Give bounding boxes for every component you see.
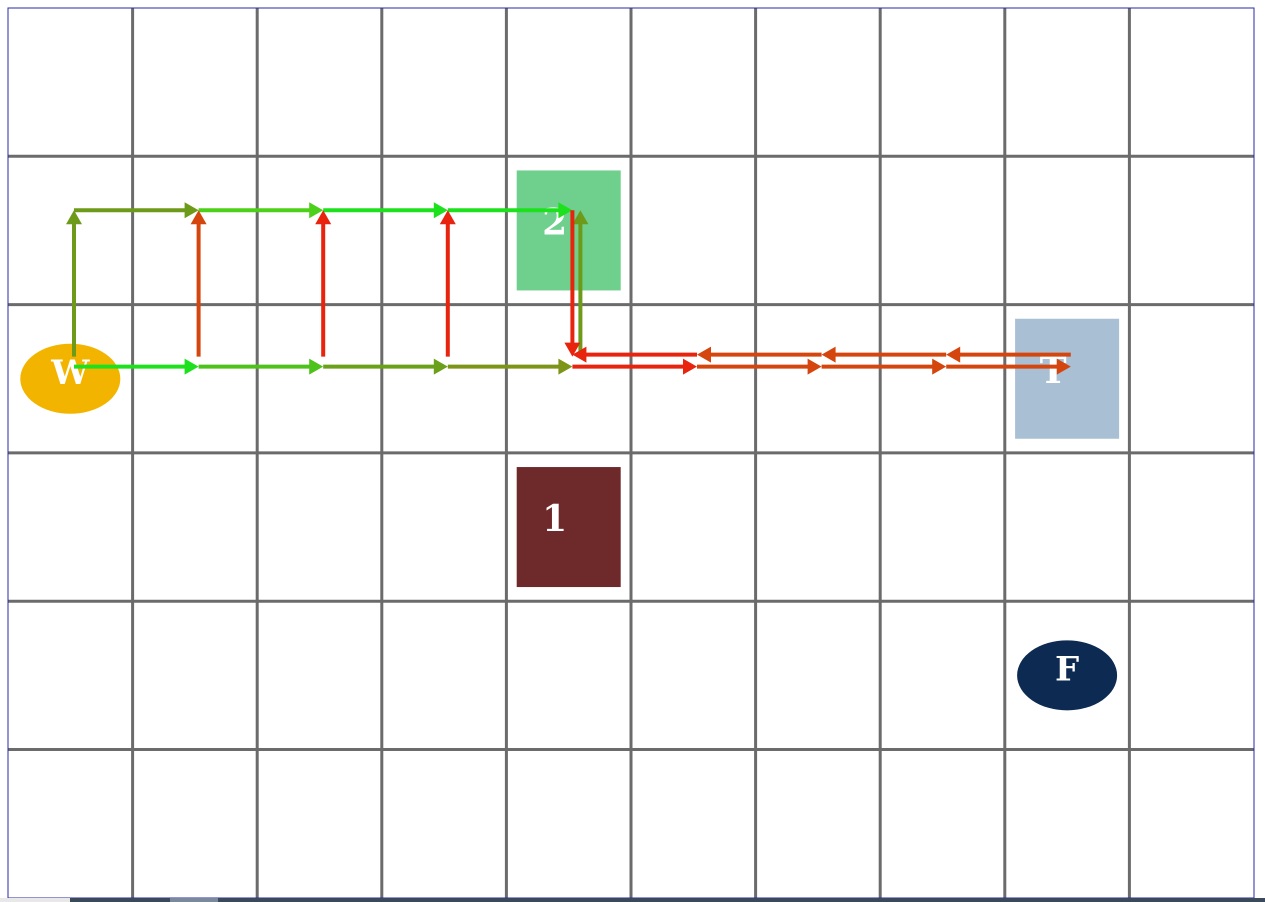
arrow-head bbox=[821, 346, 836, 363]
arrow-head bbox=[572, 210, 589, 225]
arrow-head bbox=[697, 346, 711, 363]
arrow-head bbox=[932, 358, 947, 375]
arrow bbox=[323, 202, 448, 219]
arrow bbox=[946, 346, 1071, 363]
node-F-label: F bbox=[1055, 649, 1079, 689]
arrow-head bbox=[309, 358, 324, 375]
node-F: F bbox=[1017, 640, 1118, 711]
arrow bbox=[315, 210, 332, 357]
arrow-head bbox=[66, 210, 82, 225]
node-T: T bbox=[1015, 318, 1120, 439]
arrow bbox=[564, 210, 581, 357]
grid-lines bbox=[8, 8, 1254, 898]
path-arrows bbox=[66, 202, 1071, 375]
node-1: 1 bbox=[516, 467, 621, 588]
arrow bbox=[74, 358, 199, 375]
bottom-strip-segment bbox=[170, 898, 218, 902]
bottom-strip bbox=[70, 898, 1265, 902]
arrow bbox=[74, 202, 199, 219]
arrow-head bbox=[807, 358, 822, 375]
node-2-shape bbox=[516, 170, 621, 291]
node-W: W bbox=[20, 343, 121, 414]
arrow-head bbox=[558, 202, 573, 219]
arrow bbox=[66, 210, 82, 357]
arrow-head bbox=[558, 358, 573, 375]
arrow-head bbox=[309, 202, 324, 219]
arrow-head bbox=[190, 210, 207, 225]
bottom-strip-light bbox=[0, 898, 70, 902]
arrow-head bbox=[683, 358, 697, 375]
node-W-shape bbox=[20, 343, 121, 414]
arrow bbox=[572, 346, 697, 363]
node-1-shape bbox=[516, 467, 621, 588]
arrow bbox=[439, 210, 456, 357]
arrow bbox=[946, 358, 1071, 375]
arrow-head bbox=[1056, 358, 1071, 375]
arrow bbox=[447, 358, 573, 375]
arrow-head bbox=[439, 210, 456, 225]
arrow bbox=[697, 346, 822, 363]
arrow bbox=[697, 358, 822, 375]
arrow bbox=[198, 358, 324, 375]
arrow bbox=[821, 346, 947, 363]
arrow bbox=[447, 202, 573, 219]
node-W-label: W bbox=[50, 353, 90, 393]
arrow bbox=[323, 358, 448, 375]
arrow-head bbox=[184, 358, 199, 375]
arrow-head bbox=[564, 342, 581, 357]
arrow bbox=[190, 210, 207, 357]
arrow-head bbox=[433, 358, 448, 375]
arrow-head bbox=[433, 202, 448, 219]
arrow-head bbox=[315, 210, 332, 225]
grid-nodes: W 2 T 1 F bbox=[20, 170, 1120, 711]
node-2: 2 bbox=[516, 170, 621, 291]
arrow bbox=[198, 202, 324, 219]
node-F-shape bbox=[1017, 640, 1118, 711]
arrow-head bbox=[572, 346, 587, 363]
arrow bbox=[821, 358, 947, 375]
arrow bbox=[572, 210, 589, 357]
node-1-label: 1 bbox=[542, 498, 567, 540]
arrow bbox=[572, 358, 697, 375]
arrow-head bbox=[184, 202, 199, 219]
node-T-shape bbox=[1015, 318, 1120, 439]
arrow-head bbox=[946, 346, 961, 363]
